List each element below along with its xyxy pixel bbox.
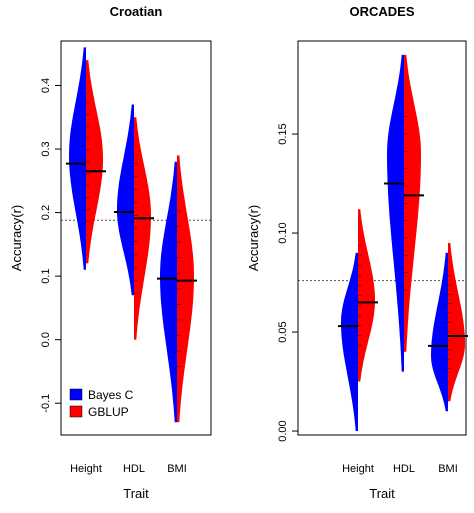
violin-bmi-bayes-c — [431, 252, 448, 412]
x-tick-label: HDL — [393, 463, 415, 475]
legend-label: GBLUP — [88, 405, 129, 419]
y-tick-label: 0.00 — [277, 420, 289, 441]
violin-bmi-gblup — [448, 242, 465, 402]
y-tick-label: 0.0 — [40, 332, 52, 347]
y-tick-label: 0.1 — [40, 268, 52, 283]
y-tick-label: 0.3 — [40, 141, 52, 156]
panel-title: ORCADES — [349, 4, 414, 19]
panel-croatian: Croatian Accuracy(r) Trait -0.1 0.0 0.1 0.2 0.3… — [9, 4, 212, 501]
x-tick-label: Height — [70, 463, 102, 475]
x-axis-label: Trait — [123, 486, 149, 501]
panel-orcades: ORCADES Accuracy(r) Trait 0.00 0.05 0.10 0.15 H… — [246, 4, 468, 501]
y-tick-label: 0.4 — [40, 78, 52, 93]
y-axis-label: Accuracy(r) — [9, 205, 24, 271]
y-tick-label: 0.05 — [277, 321, 289, 342]
y-tick-label: 0.15 — [277, 123, 289, 144]
violin-bmi-bayes-c — [160, 161, 177, 423]
violin-height-gblup — [86, 60, 103, 264]
violin-height-bayes-c — [341, 252, 358, 432]
x-tick-label: Height — [342, 463, 374, 475]
violin-bmi-gblup — [177, 155, 194, 423]
y-tick-label: 0.2 — [40, 205, 52, 220]
plot-frame — [297, 40, 467, 436]
violin-hdl-gblup — [404, 54, 421, 352]
legend-swatch — [69, 405, 83, 418]
violin-hdl-bayes-c — [387, 54, 404, 372]
violin-hdl-gblup — [134, 117, 151, 340]
x-tick-label: BMI — [438, 463, 458, 475]
y-tick-label: 0.10 — [277, 222, 289, 243]
legend: Bayes C GBLUP — [69, 388, 134, 419]
y-tick-label: -0.1 — [40, 394, 52, 413]
violin-height-bayes-c — [69, 47, 86, 270]
x-tick-label: BMI — [167, 463, 187, 475]
y-axis-label: Accuracy(r) — [246, 205, 261, 271]
legend-label: Bayes C — [88, 388, 134, 402]
violin-height-gblup — [358, 209, 375, 382]
violin-hdl-bayes-c — [117, 104, 134, 296]
plot-frame — [60, 40, 212, 436]
legend-swatch — [69, 388, 83, 401]
panel-title: Croatian — [110, 4, 163, 19]
x-axis-label: Trait — [369, 486, 395, 501]
x-tick-label: HDL — [123, 463, 145, 475]
